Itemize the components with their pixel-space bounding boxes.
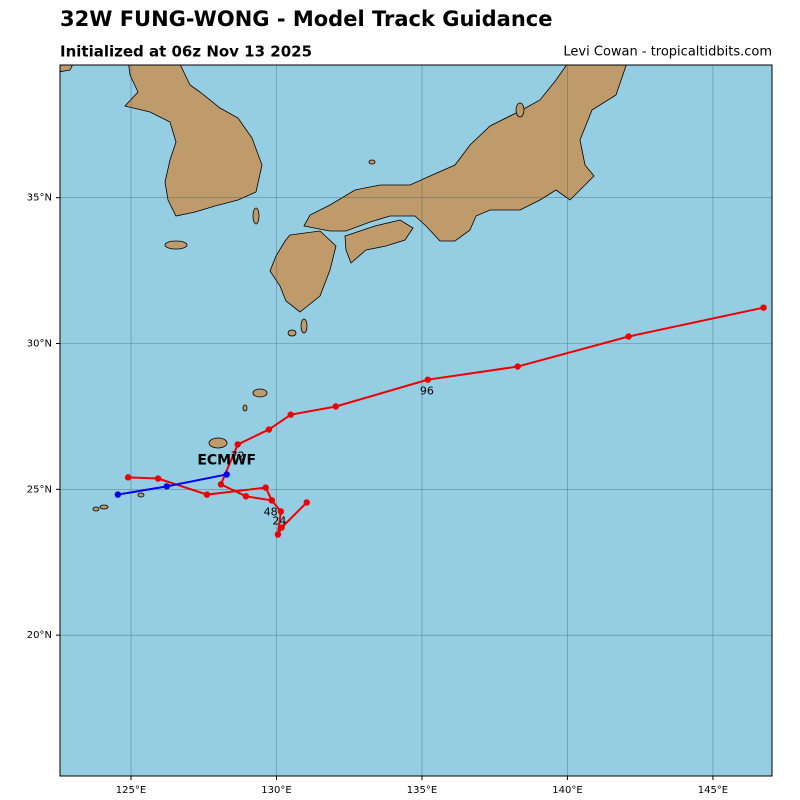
track-point xyxy=(234,441,241,448)
track-point xyxy=(287,411,294,418)
track-point xyxy=(274,531,282,538)
amami xyxy=(252,388,268,398)
track-point xyxy=(332,403,340,410)
island xyxy=(242,404,248,412)
track-name: ECMWF xyxy=(197,452,256,468)
y-tick-label: 25°N xyxy=(27,484,52,495)
track-point xyxy=(265,426,273,433)
y-tick-label: 30°N xyxy=(27,339,52,350)
track-point xyxy=(514,363,521,370)
track-point xyxy=(242,493,250,500)
kyushu xyxy=(269,230,337,313)
track-point xyxy=(124,474,132,481)
ocean xyxy=(60,65,772,776)
track-point xyxy=(217,481,225,488)
track-point xyxy=(625,333,632,340)
miyako xyxy=(99,504,109,510)
x-tick-label: 125°E xyxy=(116,785,146,796)
track-point xyxy=(114,491,122,498)
sado xyxy=(515,102,525,118)
land xyxy=(60,65,627,512)
jeju xyxy=(164,240,188,250)
y-tick-label: 20°N xyxy=(27,630,52,641)
hour-label: 72 xyxy=(231,449,245,462)
track-point xyxy=(268,497,276,504)
x-tick-label: 135°E xyxy=(407,785,437,796)
frame xyxy=(59,64,773,777)
track-point xyxy=(223,471,230,478)
x-tick-label: 145°E xyxy=(698,785,728,796)
track-point xyxy=(203,491,211,498)
hour-label: 48 xyxy=(264,505,278,518)
hour-label: 24 xyxy=(272,514,286,527)
chart-title: 32W FUNG-WONG - Model Track Guidance xyxy=(60,7,552,31)
china-coast xyxy=(60,65,73,73)
okinawa xyxy=(208,437,228,449)
track-point xyxy=(154,475,162,482)
korea xyxy=(124,65,263,217)
shikoku xyxy=(344,219,414,264)
island xyxy=(368,159,376,165)
credit: Levi Cowan - tropicaltidbits.com xyxy=(563,45,772,60)
track-point xyxy=(760,304,767,311)
track-point xyxy=(424,376,431,383)
track-point xyxy=(303,499,310,506)
x-tick-label: 140°E xyxy=(552,785,582,796)
track-point xyxy=(277,508,285,515)
track-point xyxy=(262,484,269,491)
track-point xyxy=(278,524,285,531)
ishigaki xyxy=(92,506,100,512)
hour-label: 96 xyxy=(420,385,434,398)
island xyxy=(300,318,308,334)
honshu xyxy=(303,65,627,242)
chart-subtitle: Initialized at 06z Nov 13 2025 xyxy=(60,43,312,61)
y-tick-label: 35°N xyxy=(27,193,52,204)
tsushima xyxy=(252,207,260,225)
island xyxy=(137,492,145,498)
track-point xyxy=(163,483,170,490)
island xyxy=(287,329,297,337)
x-tick-label: 130°E xyxy=(261,785,291,796)
